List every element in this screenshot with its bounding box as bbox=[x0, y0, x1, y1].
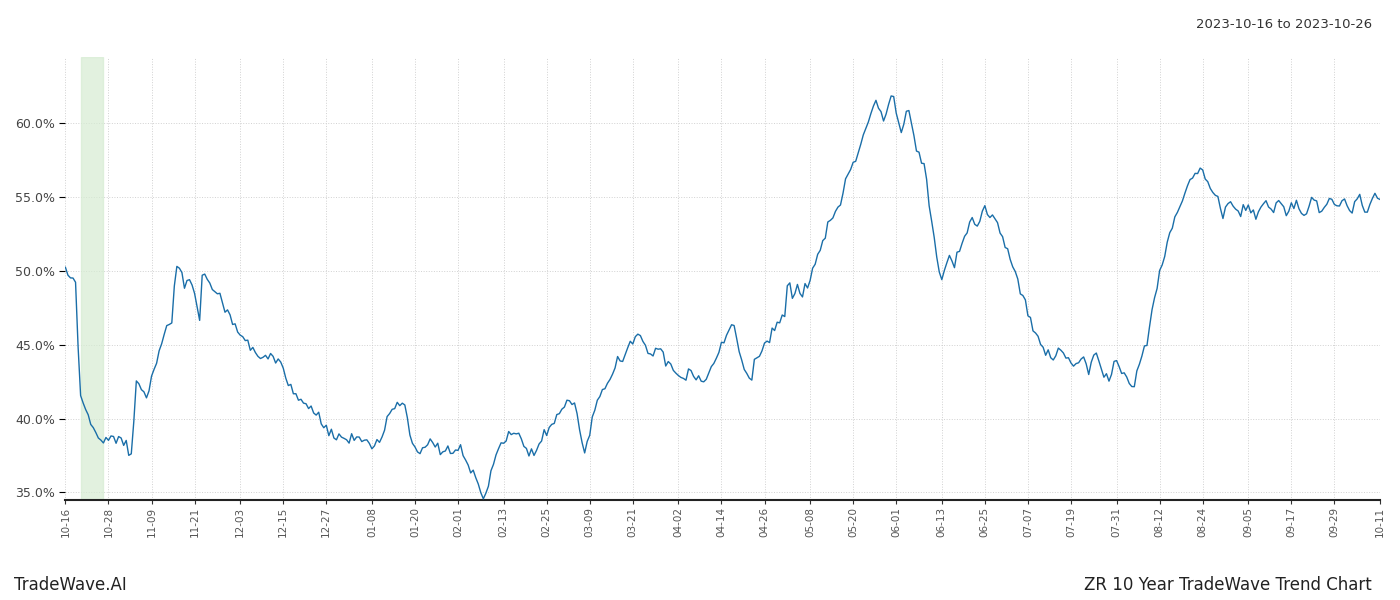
Bar bbox=[81, 57, 104, 500]
Text: ZR 10 Year TradeWave Trend Chart: ZR 10 Year TradeWave Trend Chart bbox=[1084, 576, 1372, 594]
Text: 2023-10-16 to 2023-10-26: 2023-10-16 to 2023-10-26 bbox=[1196, 18, 1372, 31]
Text: TradeWave.AI: TradeWave.AI bbox=[14, 576, 127, 594]
